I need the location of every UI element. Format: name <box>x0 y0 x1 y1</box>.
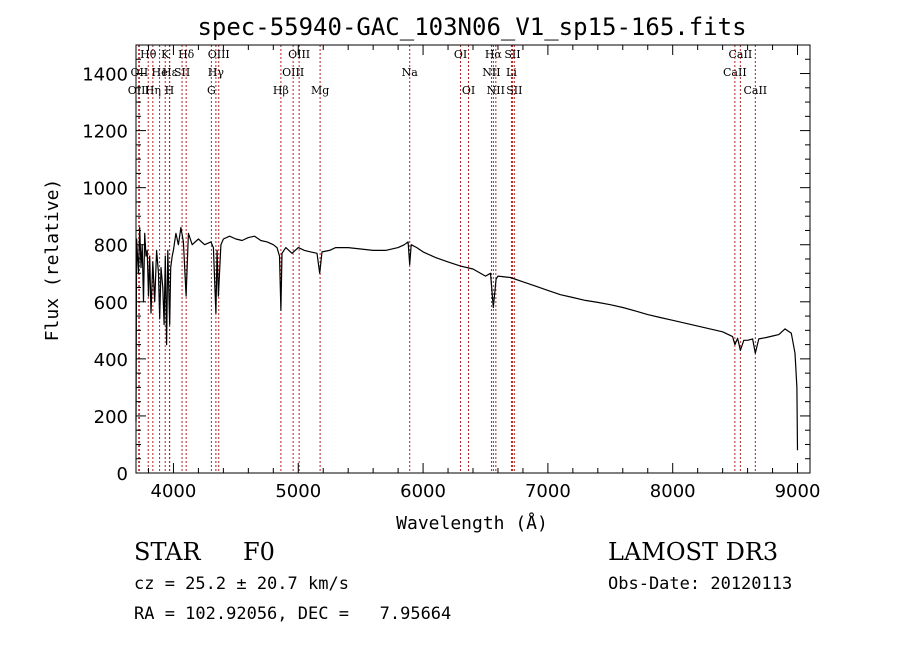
line-label-4: He <box>152 66 168 79</box>
y-tick-label-400: 400 <box>94 350 128 371</box>
x-tick-label-4000: 4000 <box>151 481 197 502</box>
line-label-9: Hδ <box>178 48 195 61</box>
line-label-20: Hα <box>485 48 503 61</box>
chart-title: spec-55940-GAC_103N06_V1_sp15-165.fits <box>197 13 746 41</box>
line-label-19: OI <box>462 84 475 97</box>
object-class: STAR <box>134 538 201 566</box>
line-label-0: Hθ <box>140 48 157 61</box>
line-label-28: CaII <box>743 84 767 97</box>
y-axis-label: Flux (relative) <box>42 179 63 342</box>
line-label-13: Hβ <box>273 84 289 97</box>
line-label-7: Hε <box>162 66 178 79</box>
line-label-17: Na <box>402 66 419 79</box>
line-label-14: OIII <box>288 48 310 61</box>
y-tick-label-1400: 1400 <box>82 65 128 86</box>
line-label-22: NII <box>487 84 505 97</box>
line-label-8: SII <box>174 66 190 79</box>
y-tick-label-200: 200 <box>94 407 128 428</box>
line-label-10: OIII <box>208 48 230 61</box>
x-tick-label-6000: 6000 <box>400 481 446 502</box>
line-label-18: OI <box>454 48 467 61</box>
x-tick-label-8000: 8000 <box>650 481 696 502</box>
object-subclass: F0 <box>243 538 275 566</box>
line-label-26: CaII <box>729 48 753 61</box>
line-label-12: G <box>207 84 216 97</box>
series-line-flux <box>135 227 799 451</box>
line-label-11: Hγ <box>208 66 225 79</box>
line-label-1: OII <box>131 66 149 79</box>
obs-date: Obs-Date: 20120113 <box>608 574 793 594</box>
line-label-3: Hη <box>145 84 161 97</box>
y-tick-label-0: 0 <box>117 464 128 485</box>
line-label-21: NII <box>482 66 500 79</box>
line-label-16: Mg <box>311 84 329 97</box>
x-tick-label-5000: 5000 <box>275 481 321 502</box>
line-label-24: Li <box>506 66 517 79</box>
line-label-15: OIII <box>282 66 304 79</box>
x-axis-label: Wavelength (Å) <box>396 512 548 534</box>
line-label-27: CaII <box>723 66 747 79</box>
y-tick-label-800: 800 <box>94 236 128 257</box>
x-tick-label-7000: 7000 <box>525 481 571 502</box>
line-label-6: H <box>165 84 175 97</box>
line-label-5: K <box>161 48 170 61</box>
plot-frame <box>135 44 811 474</box>
y-tick-label-600: 600 <box>94 293 128 314</box>
redshift-value: cz = 25.2 ± 20.7 km/s <box>134 574 349 594</box>
survey-name: LAMOST DR3 <box>608 538 779 566</box>
line-label-2: OIII <box>128 84 150 97</box>
coordinates: RA = 102.92056, DEC = 7.95664 <box>134 604 452 624</box>
y-tick-label-1000: 1000 <box>82 179 128 200</box>
line-label-25: SII <box>506 84 522 97</box>
y-tick-label-1200: 1200 <box>82 122 128 143</box>
x-tick-label-9000: 9000 <box>775 481 821 502</box>
line-label-23: SII <box>504 48 520 61</box>
